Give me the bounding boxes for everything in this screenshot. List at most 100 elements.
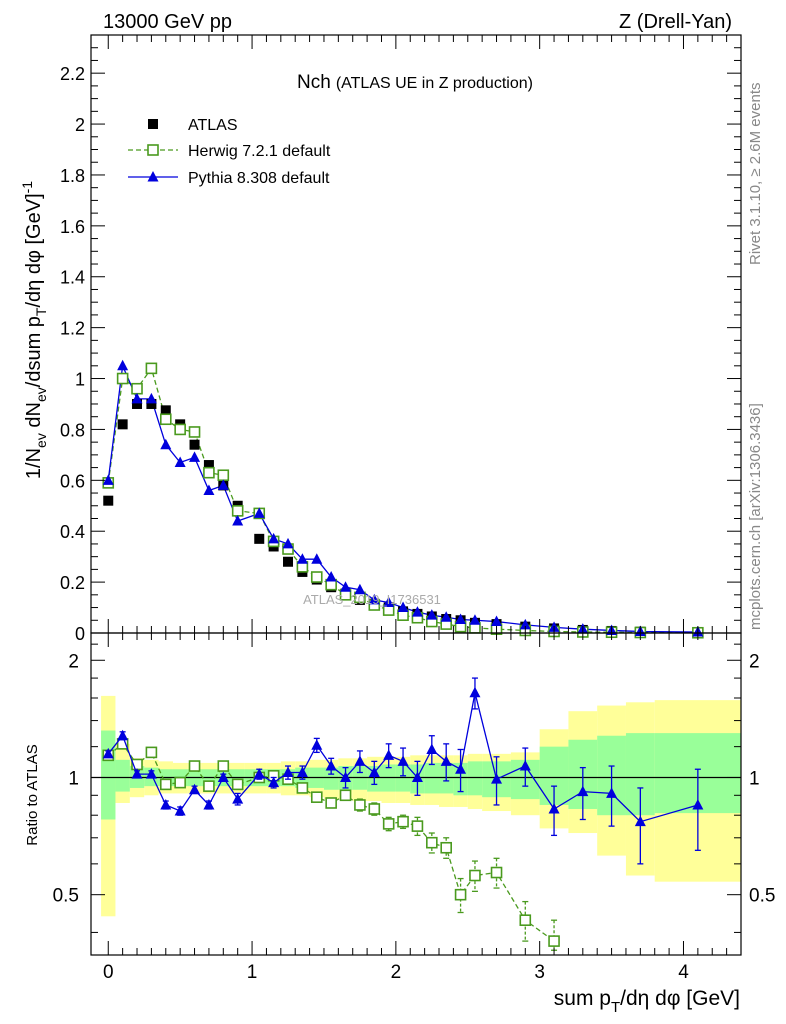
main-data-point	[231, 505, 244, 517]
ratio-band-green	[115, 759, 130, 792]
x-tick-label: 3	[534, 962, 545, 983]
ratio-data-point	[469, 686, 481, 698]
main-data-point	[203, 466, 215, 479]
main-data-point	[354, 583, 366, 595]
legend-label: ATLAS	[188, 117, 238, 134]
main-data-point	[254, 533, 265, 544]
ratio-data-point	[454, 888, 467, 901]
main-y-tick-label: 1.8	[60, 166, 85, 186]
main-data-point	[102, 474, 114, 485]
x-axis-label: sum pT/dη dφ [GeV]	[554, 987, 740, 1016]
ratio-data-point	[426, 836, 438, 849]
ratio-data-point	[440, 755, 452, 766]
legend-marker	[147, 144, 159, 156]
main-data-point	[283, 556, 294, 567]
main-data-point	[340, 581, 352, 592]
ratio-y-tick-label-right: 0.5	[749, 886, 775, 907]
ratio-data-point	[340, 771, 352, 782]
rivet-label: Rivet 3.1.10, ≥ 2.6M events	[747, 83, 764, 266]
header-left: 13000 GeV pp	[103, 11, 232, 33]
main-data-point	[146, 398, 157, 409]
ratio-data-point	[296, 782, 309, 794]
ratio-data-point	[231, 778, 244, 791]
main-data-point	[174, 423, 186, 436]
ratio-data-point	[426, 743, 438, 754]
ratio-data-point	[382, 818, 395, 830]
ratio-y-tick-label-left: 2	[68, 651, 79, 672]
main-data-point	[188, 426, 201, 438]
main-data-point	[131, 382, 143, 395]
x-tick-label: 2	[391, 962, 402, 983]
ratio-band-green	[323, 767, 339, 790]
mcplots-label: mcplots.cern.ch [arXiv:1306.3436]	[747, 403, 764, 630]
main-data-point	[217, 469, 230, 482]
ratio-data-point	[440, 841, 452, 854]
ratio-data-point	[325, 797, 337, 809]
main-data-point	[411, 606, 423, 617]
ratio-data-point	[397, 755, 409, 766]
ratio-data-point	[548, 802, 560, 814]
ratio-plot-area	[91, 677, 741, 951]
main-y-tick-label: 0.4	[60, 522, 85, 542]
ratio-band-green	[467, 761, 483, 796]
ratio-axes: 0.5 0.5 1 1 2 2 0 1 2 3 4	[53, 633, 775, 983]
main-data-point	[310, 571, 323, 583]
ratio-data-point	[189, 783, 201, 795]
x-tick-label: 1	[247, 962, 258, 983]
main-data-point	[491, 615, 503, 627]
main-data-point	[296, 553, 308, 564]
ratio-data-point	[145, 746, 158, 759]
ratio-data-point	[368, 803, 381, 815]
ratio-data-point	[232, 793, 244, 804]
ratio-data-point	[490, 866, 503, 879]
main-title-text: Nch	[297, 72, 331, 93]
main-y-tick-label: 0	[75, 624, 85, 644]
ratio-data-point	[159, 778, 172, 791]
legend: ATLAS Herwig 7.2.1 default Pythia 8.308 de…	[128, 117, 331, 187]
ratio-data-point	[606, 787, 618, 798]
main-data-point	[455, 613, 467, 625]
ratio-panel: 0.5 0.5 1 1 2 2 0 1 2 3 4 Ratio to ATLAS sum pT/dη…	[24, 632, 775, 1016]
main-data-point	[268, 532, 280, 544]
main-y-tick-label: 0.8	[60, 420, 85, 440]
ratio-data-point	[455, 763, 467, 774]
main-data-point	[311, 553, 323, 564]
main-y-tick-label: 1.4	[60, 268, 85, 288]
ratio-band-green	[101, 730, 116, 820]
ratio-data-point	[325, 760, 337, 771]
ratio-data-point	[253, 768, 265, 779]
ratio-data-point	[203, 798, 215, 810]
ratio-data-point	[339, 789, 352, 802]
ratio-data-point	[203, 780, 215, 792]
ratio-data-point	[692, 798, 704, 810]
ratio-data-point	[548, 935, 560, 947]
main-y-tick-label: 1.2	[60, 319, 85, 339]
main-title: Nch (ATLAS UE in Z production)	[297, 72, 533, 93]
main-data-point	[440, 611, 452, 622]
main-data-point	[383, 596, 395, 607]
main-data-point	[117, 359, 129, 371]
ratio-data-point	[131, 768, 143, 779]
ratio-y-tick-label-left: 1	[68, 768, 79, 789]
ratio-data-point	[174, 805, 186, 816]
main-data-point	[174, 456, 186, 468]
main-data-point	[397, 601, 409, 613]
ratio-data-point	[174, 776, 186, 789]
main-data-point	[189, 451, 201, 462]
main-y-tick-label: 0.6	[60, 471, 85, 491]
ratio-data-point	[311, 739, 323, 750]
main-data-point	[203, 484, 215, 495]
main-y-axis-label: 1/Nev dNev/dsum pT/dη dφ [GeV]-1	[19, 181, 49, 479]
x-tick-label: 4	[678, 962, 689, 983]
ratio-data-point	[188, 760, 201, 772]
legend-label: Pythia 8.308 default	[188, 170, 330, 187]
header-right: Z (Drell-Yan)	[619, 11, 732, 33]
ratio-data-point	[368, 766, 380, 777]
main-y-tick-label: 1	[75, 370, 85, 390]
ratio-data-point	[354, 799, 366, 811]
ratio-data-point	[102, 747, 114, 759]
main-data-point	[159, 413, 172, 426]
ratio-y-tick-label-right: 2	[749, 651, 760, 672]
ratio-data-point	[383, 749, 395, 760]
main-data-point	[189, 439, 200, 450]
